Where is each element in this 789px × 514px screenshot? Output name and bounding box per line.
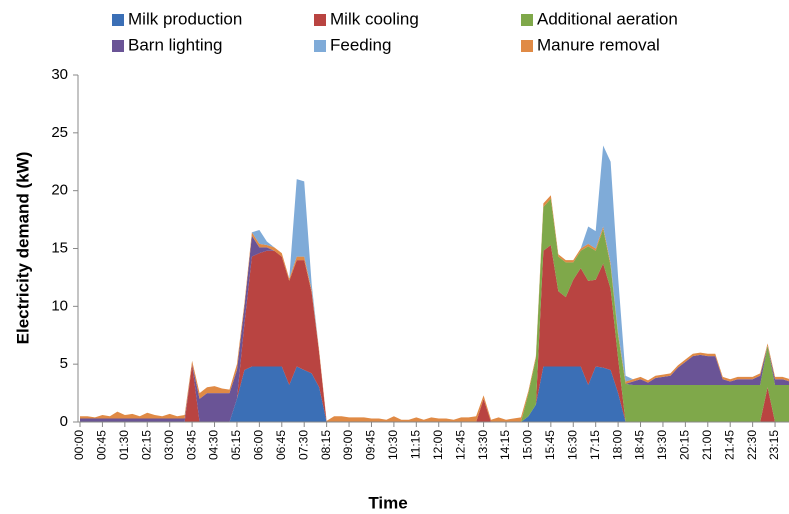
x-tick-label: 11:15 [408,430,422,459]
x-tick-label: 00:00 [72,430,86,460]
x-tick-label: 10:30 [386,430,400,460]
x-tick-label: 03:00 [162,430,176,460]
area [80,198,789,422]
x-tick-label: 12:00 [431,430,445,460]
x-tick-label: 09:00 [341,430,355,460]
legend-text: Manure removal [537,35,660,54]
x-tick-label: 13:30 [476,430,490,460]
y-tick-label: 10 [51,297,68,314]
area [80,366,789,422]
legend-text: Milk cooling [330,9,419,28]
x-tick-label: 12:45 [453,430,467,460]
y-tick-label: 15 [51,239,68,256]
legend-swatch [112,14,124,26]
x-tick-label: 05:15 [229,430,243,460]
area [80,145,789,421]
legend-swatch [314,40,326,52]
legend-swatch [314,14,326,26]
x-tick-label: 20:15 [678,430,692,460]
y-tick-label: 20 [51,182,68,199]
y-tick-label: 30 [51,66,68,83]
x-tick-label: 21:45 [722,430,736,460]
x-tick-label: 00:45 [95,430,109,460]
x-tick-label: 19:30 [655,430,669,460]
legend-text: Feeding [330,35,391,54]
legend-swatch [521,40,533,52]
x-tick-label: 07:30 [296,430,310,460]
x-tick-label: 17:15 [588,430,602,460]
x-tick-label: 09:45 [364,430,378,460]
x-tick-label: 23:15 [767,430,781,460]
x-tick-label: 14:15 [498,430,512,460]
x-tick-label: 01:30 [117,430,131,460]
y-tick-label: 25 [51,124,68,141]
x-tick-label: 02:15 [139,430,153,460]
legend-swatch [521,14,533,26]
x-tick-label: 06:00 [252,430,266,460]
x-tick-label: 18:00 [610,430,624,460]
y-tick-label: 0 [60,413,68,430]
x-tick-label: 08:15 [319,430,333,460]
x-tick-label: 21:00 [700,430,714,460]
y-axis-title: Electricity demand (kW) [13,152,32,345]
area [80,245,789,422]
legend-swatch [112,40,124,52]
x-axis-title: Time [368,493,407,512]
x-tick-label: 15:00 [521,430,535,460]
x-tick-label: 15:45 [543,430,557,460]
x-tick-label: 04:30 [207,430,221,460]
legend-text: Barn lighting [128,35,223,54]
y-tick-label: 5 [60,355,68,372]
x-tick-label: 22:30 [745,430,759,460]
x-tick-label: 16:30 [565,430,579,460]
x-tick-label: 06:45 [274,430,288,460]
x-tick-label: 18:45 [633,430,647,460]
legend-text: Additional aeration [537,9,678,28]
legend-text: Milk production [128,9,242,28]
x-tick-label: 03:45 [184,430,198,460]
